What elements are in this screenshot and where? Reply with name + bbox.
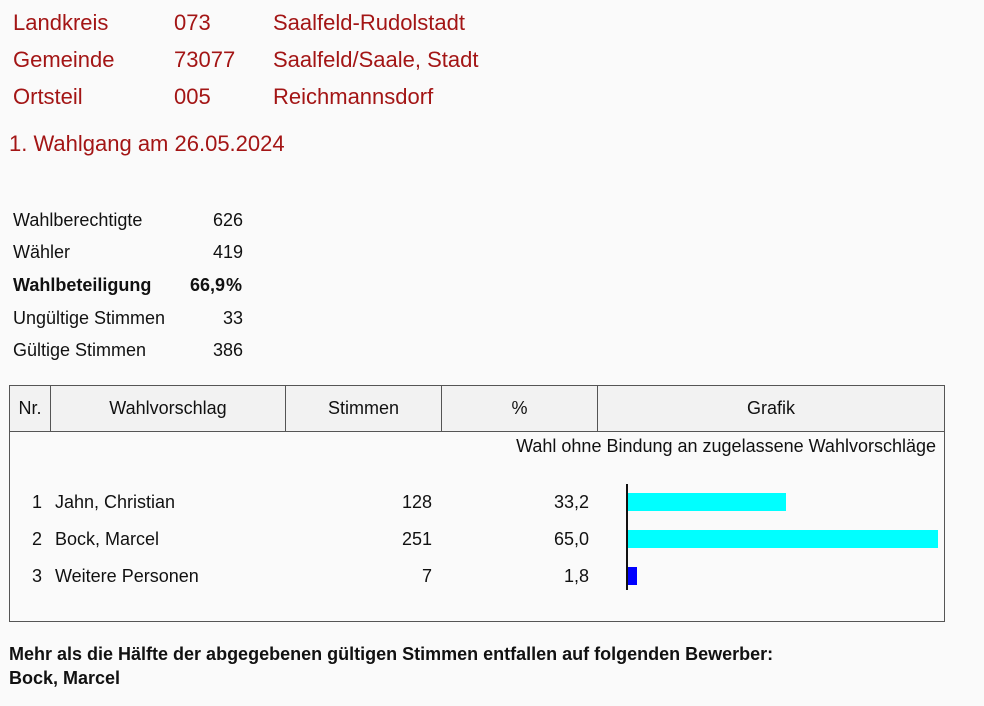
table-header: Nr. Wahlvorschlag Stimmen % Grafik xyxy=(10,386,944,432)
stat-wahlbeteiligung: Wahlbeteiligung 66,9 % xyxy=(13,275,313,299)
row-name: Weitere Personen xyxy=(55,566,199,586)
table-row: 1 Jahn, Christian 128 33,2 xyxy=(10,492,944,518)
stat-value: 33 xyxy=(222,308,243,328)
stat-label: Wähler xyxy=(13,242,71,262)
bar-row-2 xyxy=(628,530,938,548)
row-prozent: 33,2 xyxy=(553,492,589,512)
row-nr: 1 xyxy=(32,492,43,512)
majority-note: Mehr als die Hälfte der abgegebenen gült… xyxy=(9,644,774,664)
stat-value: 66,9 xyxy=(189,275,225,295)
landkreis-code: 073 xyxy=(174,10,211,35)
ortsteil-code: 005 xyxy=(174,84,211,109)
stat-waehler: Wähler 419 xyxy=(13,242,313,266)
row-stimmen: 251 xyxy=(401,529,432,549)
row-nr: 2 xyxy=(32,529,43,549)
col-header-wahlvorschlag: Wahlvorschlag xyxy=(51,386,286,431)
stat-value: 419 xyxy=(212,242,243,262)
stat-label: Ungültige Stimmen xyxy=(13,308,166,328)
gemeinde-label: Gemeinde xyxy=(13,47,115,72)
col-header-nr: Nr. xyxy=(10,386,51,431)
col-header-grafik: Grafik xyxy=(746,398,795,418)
results-table: Nr. Wahlvorschlag Stimmen % Grafik Wahl … xyxy=(9,385,945,622)
table-row: 2 Bock, Marcel 251 65,0 xyxy=(10,529,944,555)
row-stimmen: 7 xyxy=(421,566,432,586)
winner-name: Bock, Marcel xyxy=(9,668,121,688)
bar-row-3 xyxy=(628,567,637,585)
ortsteil-name: Reichmannsdorf xyxy=(273,84,434,109)
stat-value: 626 xyxy=(212,210,243,230)
table-note: Wahl ohne Bindung an zugelassene Wahlvor… xyxy=(516,436,936,456)
wahlgang-title: 1. Wahlgang am 26.05.2024 xyxy=(9,131,285,156)
row-prozent: 1,8 xyxy=(563,566,589,586)
gemeinde-code: 73077 xyxy=(174,47,236,72)
col-header-stimmen: Stimmen xyxy=(286,386,442,431)
row-stimmen: 128 xyxy=(401,492,432,512)
ortsteil-label: Ortsteil xyxy=(13,84,83,109)
stat-gueltige: Gültige Stimmen 386 xyxy=(13,340,313,364)
landkreis-name: Saalfeld-Rudolstadt xyxy=(273,10,466,35)
stat-unit: % xyxy=(226,275,243,295)
bar-row-1 xyxy=(628,493,786,511)
row-name: Jahn, Christian xyxy=(55,492,176,512)
grafik-axis xyxy=(626,484,628,590)
stat-label: Wahlberechtigte xyxy=(13,210,143,230)
row-prozent: 65,0 xyxy=(553,529,589,549)
stat-ungueltige: Ungültige Stimmen 33 xyxy=(13,308,313,332)
stat-label: Wahlbeteiligung xyxy=(13,275,152,295)
gemeinde-name: Saalfeld/Saale, Stadt xyxy=(273,47,479,72)
stat-value: 386 xyxy=(212,340,243,360)
table-row: 3 Weitere Personen 7 1,8 xyxy=(10,566,944,592)
row-nr: 3 xyxy=(32,566,43,586)
col-header-prozent: % xyxy=(442,386,598,431)
landkreis-label: Landkreis xyxy=(13,10,109,35)
row-name: Bock, Marcel xyxy=(55,529,160,549)
stat-label: Gültige Stimmen xyxy=(13,340,147,360)
stat-wahlberechtigte: Wahlberechtigte 626 xyxy=(13,210,313,234)
